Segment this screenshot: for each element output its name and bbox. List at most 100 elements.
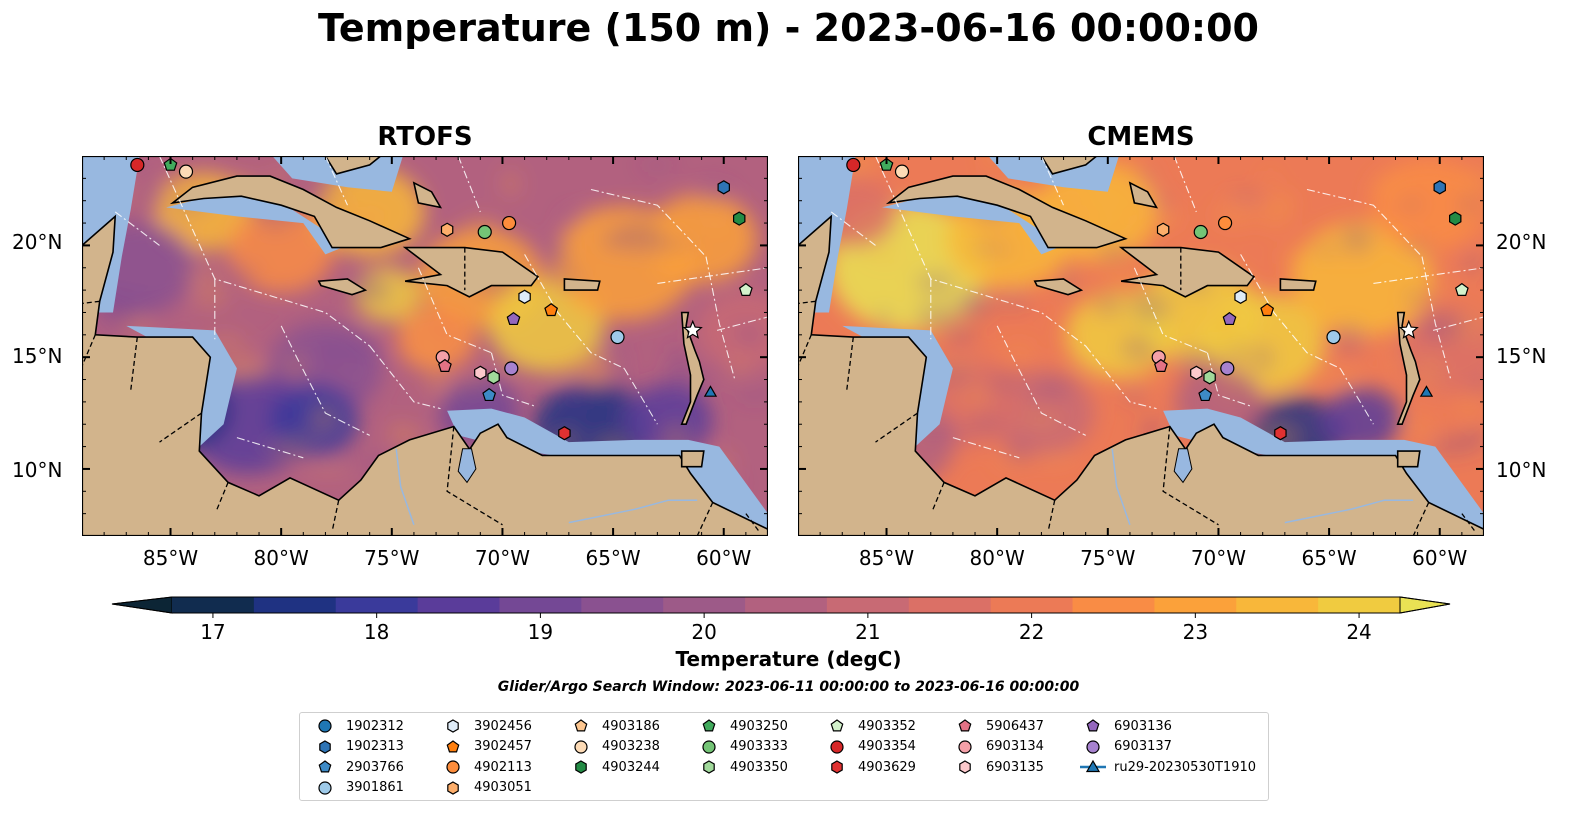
country-border [1047, 500, 1056, 532]
float-marker [558, 425, 571, 441]
colorbar-tick-label: 19 [527, 620, 554, 644]
lon-label: 70°W [1190, 546, 1247, 570]
float-marker [474, 365, 487, 381]
legend-label: 6903137 [1114, 739, 1172, 754]
legend-label: 4903238 [602, 739, 660, 754]
legend-marker-icon [702, 739, 716, 754]
float-marker [440, 222, 454, 237]
float-marker [482, 387, 497, 402]
country-border [798, 300, 816, 305]
country-border [932, 482, 945, 510]
colorbar-bin [1236, 597, 1319, 613]
legend-label: 4903352 [858, 718, 916, 734]
eez-boundary [114, 211, 160, 246]
float-marker [1156, 222, 1170, 237]
land-jamaica [317, 278, 368, 296]
legend-marker-icon [446, 760, 460, 774]
country-border [82, 300, 100, 305]
eez-boundary [1421, 256, 1452, 380]
shelf-cuba-shelf [882, 189, 1064, 255]
country-border [1162, 426, 1219, 526]
legend-label: 4903186 [602, 718, 660, 734]
float-marker [477, 224, 492, 240]
legend-item: 4903186 [568, 716, 660, 736]
land-puerto-rico [563, 278, 601, 291]
legend-marker [703, 760, 715, 774]
float-marker [1326, 329, 1341, 345]
eez-boundary [324, 156, 349, 206]
legend-marker [959, 760, 971, 774]
shelf-cuba-shelf [166, 189, 348, 255]
float-marker [163, 157, 178, 171]
eez-boundary [716, 316, 768, 331]
float-marker [504, 361, 519, 376]
shelf-venezuela-shelf [1163, 408, 1484, 536]
legend-item: 3901861 [312, 778, 404, 798]
colorbar-bin [1154, 597, 1237, 613]
land-jamaica [1033, 278, 1084, 296]
legend-label: 5906437 [986, 718, 1044, 734]
land-trinidad [1396, 450, 1421, 468]
legend-marker-icon [958, 739, 972, 754]
legend-label: 4902113 [474, 759, 532, 775]
country-border [1461, 513, 1476, 532]
lat-label-10n-left: 10°N [12, 458, 63, 482]
colorbar-label: Temperature (degC) [675, 647, 902, 671]
shelf-venezuela-shelf [447, 408, 768, 536]
map-rtofs[interactable] [82, 156, 768, 536]
legend-marker [831, 760, 843, 774]
float-marker [1198, 387, 1213, 402]
float-marker [1274, 425, 1287, 441]
land-lesser-antilles [680, 311, 705, 426]
legend-marker-icon [574, 739, 588, 754]
colorbar-bin [908, 597, 992, 613]
legend-item: 6903134 [952, 737, 1044, 757]
float-marker [610, 329, 625, 345]
legend-marker-icon [446, 739, 460, 752]
lon-label: 75°W [364, 546, 420, 570]
lat-label-20n-left: 20°N [12, 230, 63, 254]
legend-label: 4903051 [474, 780, 532, 795]
legend-marker [446, 760, 460, 774]
eez-boundary [490, 352, 536, 407]
legend-label: 2903766 [346, 759, 404, 775]
legend-marker [958, 719, 972, 732]
legend-marker [318, 760, 332, 773]
colorbar-tick-label: 23 [1182, 620, 1209, 644]
legend-label: 3902456 [474, 718, 532, 734]
legend-marker-icon [447, 719, 459, 733]
colorbar-tick-label: 18 [363, 620, 390, 644]
float-marker [738, 282, 753, 296]
legend-marker [1086, 719, 1100, 732]
float-marker [1398, 319, 1419, 339]
land-bahamas-1 [1040, 156, 1098, 175]
float-marker [1234, 289, 1247, 305]
legend-item: 4903244 [568, 757, 660, 777]
lat-label-10n-right: 10°N [1496, 458, 1547, 482]
legend-item: 6903135 [952, 757, 1044, 777]
map-frame [798, 156, 1484, 536]
eez-boundary [1339, 368, 1374, 425]
colorbar [111, 596, 1451, 618]
float-marker [1433, 180, 1446, 195]
legend-item: 4902113 [440, 757, 532, 777]
eez-boundary [369, 345, 441, 410]
land-lesser-antilles [1396, 311, 1421, 426]
axis-ticks [82, 156, 768, 536]
legend-label: 1902312 [346, 718, 404, 734]
lon-label: 60°W [696, 546, 752, 570]
legend-marker-icon [703, 760, 715, 774]
legend-marker [446, 739, 460, 752]
legend-item: ru29-20230530T1910 [1080, 757, 1256, 777]
lake-maracaibo [457, 448, 477, 484]
float-marker [1203, 370, 1216, 385]
colorbar-tick-label: 21 [855, 620, 881, 644]
map-cmems[interactable] [798, 156, 1484, 536]
country-border [331, 500, 340, 532]
float-marker [1260, 302, 1275, 317]
colorbar-bin [581, 597, 664, 613]
eez-boundary [623, 368, 658, 425]
float-marker [506, 311, 521, 326]
eez-boundary [1432, 316, 1484, 331]
eez-boundary [1085, 345, 1157, 410]
